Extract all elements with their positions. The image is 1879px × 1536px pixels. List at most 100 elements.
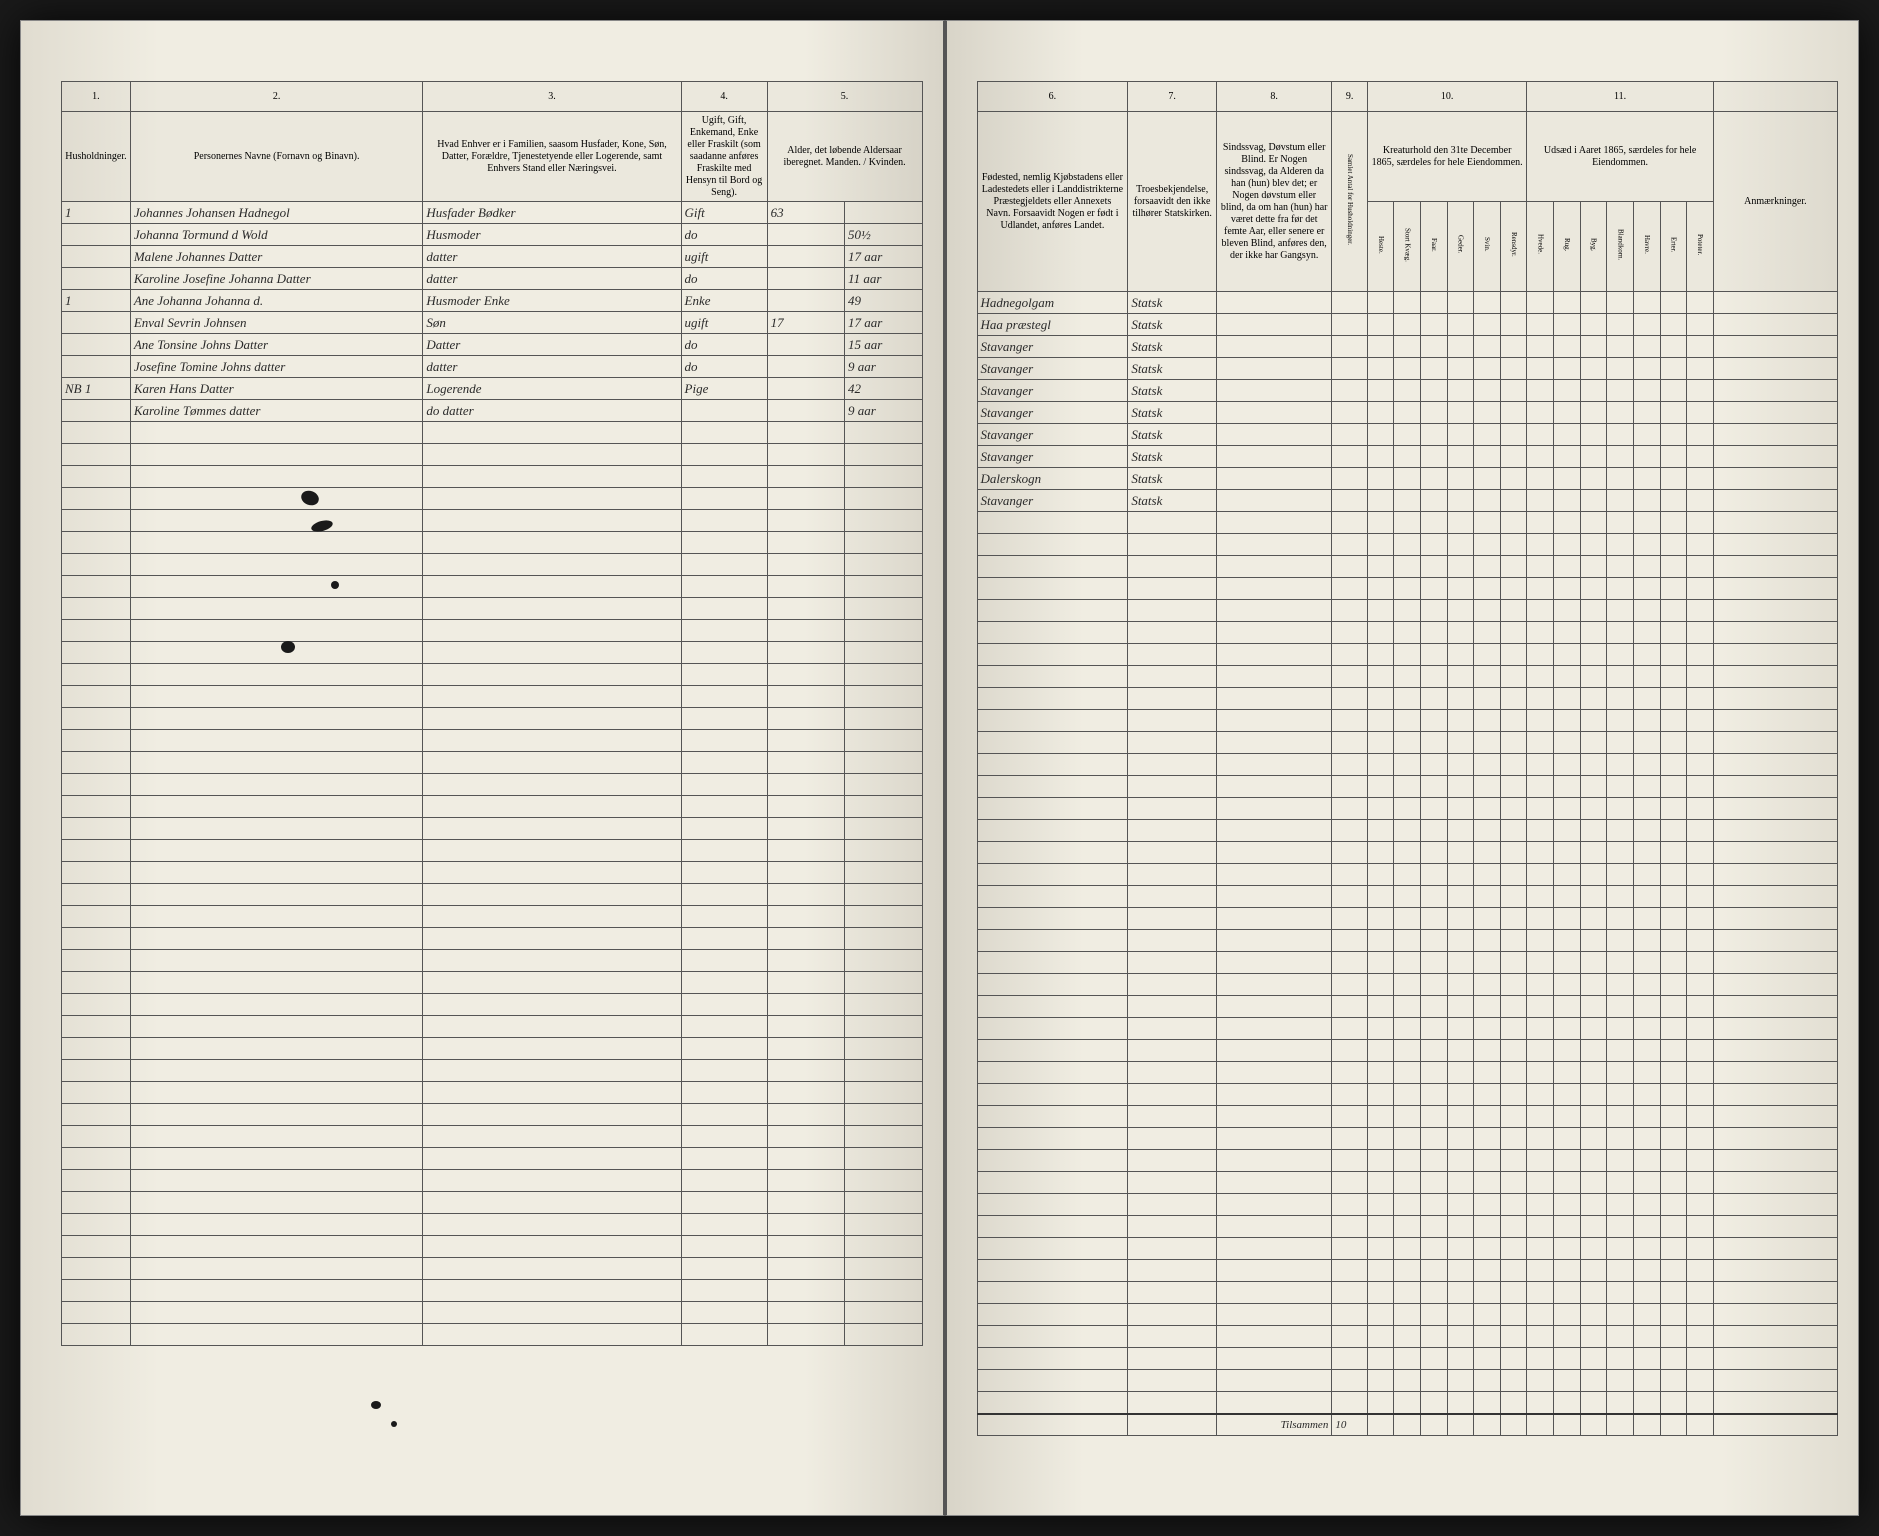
empty-row bbox=[62, 686, 923, 708]
cell-ageM bbox=[767, 378, 844, 400]
cell-empty bbox=[1447, 358, 1474, 380]
cell-birthplace: Stavanger bbox=[977, 358, 1128, 380]
empty-row bbox=[62, 664, 923, 686]
cell-empty bbox=[1687, 468, 1714, 490]
cell-empty bbox=[1394, 314, 1421, 336]
col-header-livestock: Kreaturhold den 31te December 1865, særd… bbox=[1367, 112, 1527, 202]
cell-faith: Statsk bbox=[1128, 336, 1217, 358]
cell-empty bbox=[1554, 446, 1581, 468]
empty-row bbox=[62, 906, 923, 928]
cell-hh bbox=[62, 356, 131, 378]
cell-empty bbox=[1660, 402, 1687, 424]
empty-row bbox=[62, 1324, 923, 1346]
cell-empty bbox=[1554, 314, 1581, 336]
cell-empty bbox=[1217, 380, 1332, 402]
cell-faith: Statsk bbox=[1128, 424, 1217, 446]
empty-row bbox=[977, 622, 1838, 644]
cell-empty bbox=[1527, 292, 1554, 314]
cell-ageF: 15 aar bbox=[845, 334, 922, 356]
table-row: NB 1Karen Hans DatterLogerendePige42 bbox=[62, 378, 923, 400]
empty-row bbox=[62, 510, 923, 532]
cell-empty bbox=[1447, 380, 1474, 402]
cell-empty bbox=[1332, 446, 1367, 468]
table-row: 1Johannes Johansen HadnegolHusfader Bødk… bbox=[62, 202, 923, 224]
cell-name: Karen Hans Datter bbox=[130, 378, 423, 400]
cell-empty bbox=[1580, 292, 1607, 314]
empty-row bbox=[62, 532, 923, 554]
empty-row bbox=[977, 974, 1838, 996]
cell-ageF: 9 aar bbox=[845, 400, 922, 422]
empty-row bbox=[977, 1084, 1838, 1106]
footer-total-row: Tilsammen10 bbox=[977, 1414, 1838, 1436]
empty-row bbox=[977, 688, 1838, 710]
empty-row bbox=[62, 1236, 923, 1258]
cell-empty bbox=[1500, 336, 1527, 358]
cell-empty bbox=[1580, 336, 1607, 358]
empty-row bbox=[977, 842, 1838, 864]
col-header-illness: Sindssvag, Døvstum eller Blind. Er Nogen… bbox=[1217, 112, 1332, 292]
empty-row bbox=[62, 730, 923, 752]
empty-row bbox=[977, 1238, 1838, 1260]
table-row: Johanna Tormund d WoldHusmoderdo50½ bbox=[62, 224, 923, 246]
col-header-total: Samlet Antal for Husholdninger. bbox=[1332, 112, 1367, 292]
empty-row bbox=[977, 1106, 1838, 1128]
cell-empty bbox=[1217, 424, 1332, 446]
cell-empty bbox=[1217, 336, 1332, 358]
cell-empty bbox=[1713, 446, 1837, 468]
cell-empty bbox=[1633, 424, 1660, 446]
empty-row bbox=[977, 1018, 1838, 1040]
col-number: 5. bbox=[767, 82, 922, 112]
cell-empty bbox=[1421, 358, 1448, 380]
cell-empty bbox=[1713, 314, 1837, 336]
cell-name: Enval Sevrin Johnsen bbox=[130, 312, 423, 334]
cell-empty bbox=[1554, 336, 1581, 358]
cell-empty bbox=[1527, 424, 1554, 446]
empty-row bbox=[62, 1170, 923, 1192]
table-row: Karoline Tømmes datterdo datter9 aar bbox=[62, 400, 923, 422]
empty-row bbox=[62, 796, 923, 818]
cell-empty bbox=[1660, 314, 1687, 336]
cell-empty bbox=[1660, 336, 1687, 358]
empty-row bbox=[977, 1392, 1838, 1414]
empty-row bbox=[977, 710, 1838, 732]
empty-row bbox=[977, 996, 1838, 1018]
empty-row bbox=[62, 774, 923, 796]
table-row: StavangerStatsk bbox=[977, 358, 1838, 380]
col-header-birthplace: Fødested, nemlig Kjøbstadens eller Lades… bbox=[977, 112, 1128, 292]
empty-row bbox=[62, 1104, 923, 1126]
col-number: 11. bbox=[1527, 82, 1713, 112]
cell-ageM bbox=[767, 356, 844, 378]
cell-ageM bbox=[767, 334, 844, 356]
empty-row bbox=[977, 820, 1838, 842]
table-row: Josefine Tomine Johns datterdatterdo9 aa… bbox=[62, 356, 923, 378]
cell-ageF bbox=[845, 202, 922, 224]
sub-header-livestock: Stort Kvæg. bbox=[1394, 202, 1421, 292]
cell-empty bbox=[1687, 358, 1714, 380]
cell-ageF: 49 bbox=[845, 290, 922, 312]
cell-empty bbox=[1394, 336, 1421, 358]
empty-row bbox=[62, 1016, 923, 1038]
cell-ageF: 17 aar bbox=[845, 312, 922, 334]
cell-birthplace: Stavanger bbox=[977, 336, 1128, 358]
empty-row bbox=[62, 1038, 923, 1060]
empty-row bbox=[62, 1060, 923, 1082]
col-header-status: Ugift, Gift, Enkemand, Enke eller Fraski… bbox=[681, 112, 767, 202]
cell-faith: Statsk bbox=[1128, 446, 1217, 468]
cell-empty bbox=[1527, 314, 1554, 336]
col-number: 10. bbox=[1367, 82, 1527, 112]
col-header-role: Hvad Enhver er i Familien, saasom Husfad… bbox=[423, 112, 681, 202]
cell-empty bbox=[1554, 380, 1581, 402]
cell-name: Johannes Johansen Hadnegol bbox=[130, 202, 423, 224]
sub-header-livestock: Faar. bbox=[1421, 202, 1448, 292]
cell-empty bbox=[1687, 424, 1714, 446]
sub-header-crop: Blandkorn. bbox=[1607, 202, 1634, 292]
cell-empty bbox=[1367, 490, 1394, 512]
cell-faith: Statsk bbox=[1128, 380, 1217, 402]
cell-empty bbox=[1394, 446, 1421, 468]
cell-empty bbox=[1217, 314, 1332, 336]
empty-row bbox=[977, 1370, 1838, 1392]
cell-ageM: 63 bbox=[767, 202, 844, 224]
cell-empty bbox=[1367, 358, 1394, 380]
cell-ageM bbox=[767, 268, 844, 290]
cell-ageM bbox=[767, 400, 844, 422]
